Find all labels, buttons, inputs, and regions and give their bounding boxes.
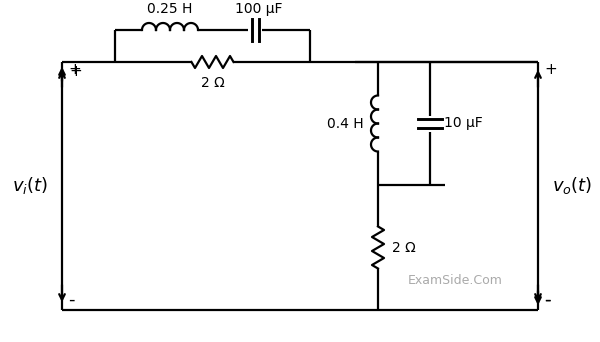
Text: 10 μF: 10 μF xyxy=(444,117,483,131)
Text: 2 Ω: 2 Ω xyxy=(392,240,416,254)
Text: 0.4 H: 0.4 H xyxy=(328,117,364,131)
Text: ExamSide.Com: ExamSide.Com xyxy=(407,274,502,287)
Text: +: + xyxy=(544,63,557,78)
Text: -: - xyxy=(68,291,74,309)
Text: +: + xyxy=(69,65,82,79)
Text: $v_i(t)$: $v_i(t)$ xyxy=(12,175,48,197)
Text: 0.25 H: 0.25 H xyxy=(148,2,193,16)
Text: -: - xyxy=(544,291,551,309)
Text: -: - xyxy=(544,291,551,309)
Text: 100 μF: 100 μF xyxy=(235,2,283,16)
Text: $v_o(t)$: $v_o(t)$ xyxy=(552,175,592,197)
Text: 2 Ω: 2 Ω xyxy=(200,76,224,90)
Text: +: + xyxy=(68,63,81,78)
